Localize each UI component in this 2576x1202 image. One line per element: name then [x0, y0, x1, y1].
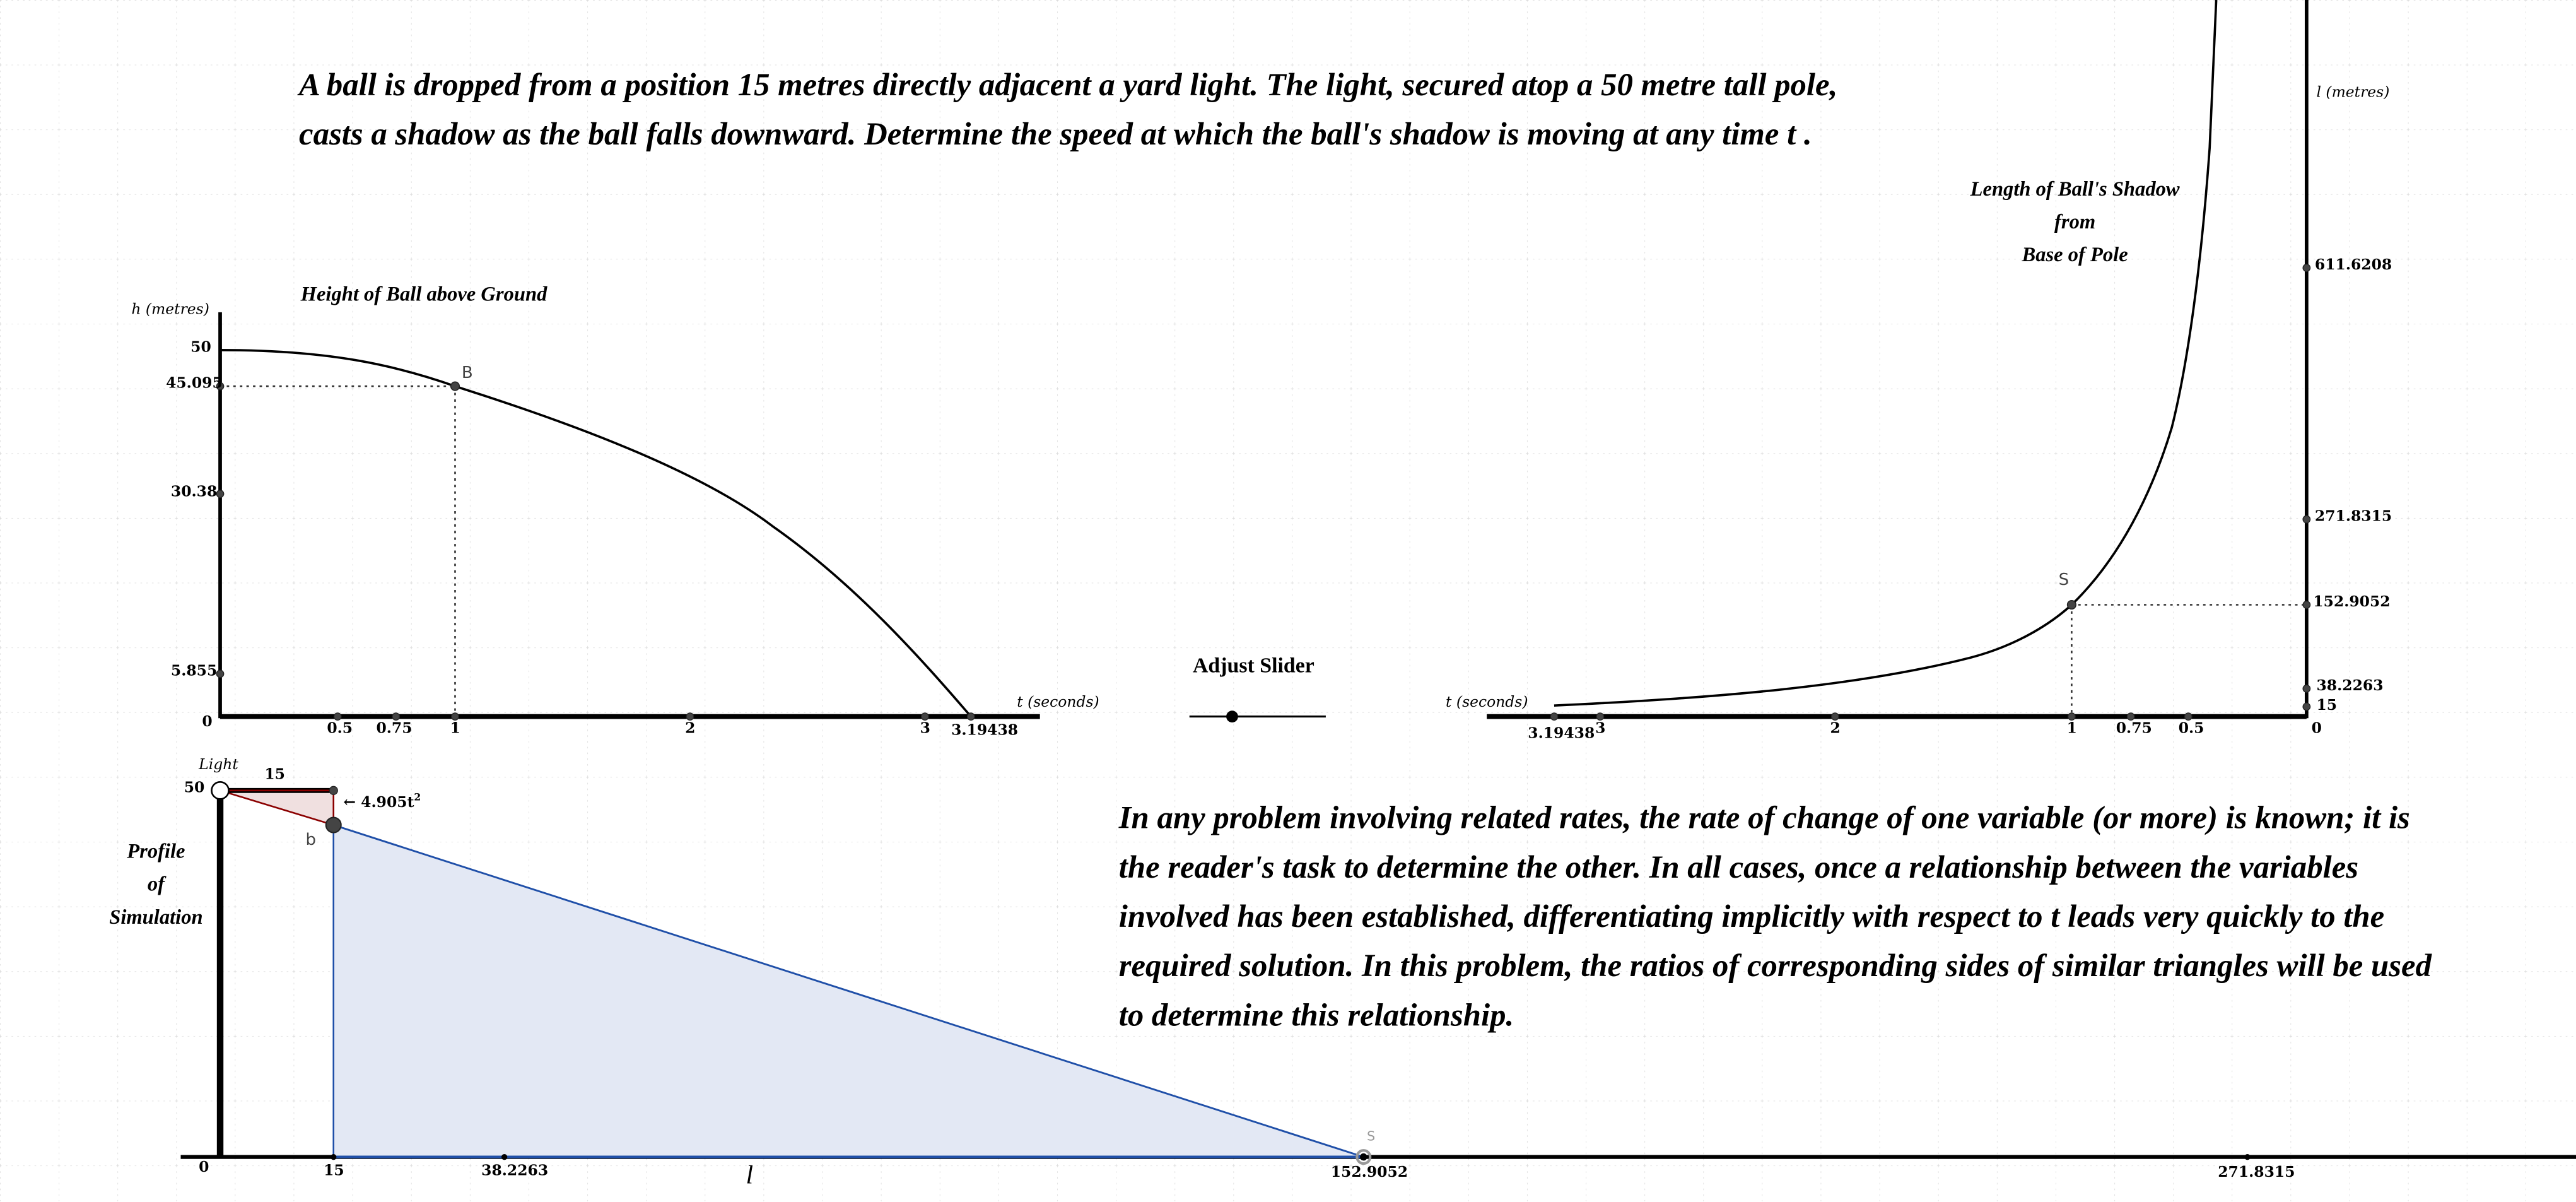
l-axis-label: l (metres) [2316, 85, 2390, 102]
arm-end-point [329, 786, 338, 795]
height-chart [216, 312, 1040, 721]
ball[interactable] [325, 816, 342, 834]
l-tick-15: 15 [2316, 698, 2338, 716]
l-tick-1529052: 152.9052 [2313, 594, 2391, 611]
simulation-diagram [180, 781, 2576, 1165]
shadow-point-ring [1355, 1149, 1372, 1165]
explanation-paragraph: In any problem involving related rates, … [1118, 802, 2432, 1034]
ground-length-label: l [746, 1162, 754, 1190]
sim-title-2: of [147, 873, 165, 896]
h-axis-label: h (metres) [131, 302, 209, 319]
rt-tick-0: 0 [2311, 721, 2322, 738]
point-b-label: B [461, 365, 473, 383]
intro-line-1: A ball is dropped from a position 15 met… [299, 69, 1838, 104]
ground-tick-1529052: 152.9052 [1330, 1165, 1408, 1182]
point-b[interactable] [450, 381, 460, 391]
ground-tick-2718315: 271.8315 [2218, 1165, 2295, 1182]
t-axis-label-left: t (seconds) [1017, 695, 1099, 712]
h-tick-0: 0 [202, 715, 213, 732]
light-ray-upper [220, 789, 334, 826]
h-tick-5855: 5.855 [170, 664, 218, 681]
rt-tick-3: 3 [1595, 721, 1606, 738]
point-s-graph-label: S [2058, 572, 2070, 591]
slider[interactable] [1189, 710, 1326, 722]
shadow-point-label: S [1367, 1129, 1376, 1144]
light-ray-lower [333, 824, 1364, 1158]
sim-title-3: Simulation [109, 905, 203, 929]
t-tick-3: 3 [920, 721, 930, 738]
ground-tick-0: 0 [199, 1160, 209, 1177]
offset-label: 15 [264, 767, 285, 784]
slider-label: Adjust Slider [1192, 652, 1314, 678]
rt-tick-319438: 3.19438 [1528, 726, 1595, 743]
shadow-curve [1554, 0, 2218, 707]
t-tick-05: 0.5 [327, 721, 353, 738]
shadow-chart-title-2: from [2054, 210, 2096, 233]
height-curve [220, 348, 972, 717]
t-axis-label-right: t (seconds) [1446, 695, 1528, 712]
pole-height-label: 50 [184, 781, 205, 798]
shadow-chart [1487, 0, 2311, 721]
sim-title-1: Profile [127, 839, 185, 863]
t-tick-1: 1 [450, 721, 460, 738]
ball-label: b [305, 831, 317, 850]
t-tick-319438: 3.19438 [951, 723, 1019, 740]
shadow-chart-title-1: Length of Ball's Shadow [1970, 177, 2180, 201]
intro-line-2: casts a shadow as the ball falls downwar… [299, 118, 1812, 153]
rt-tick-05: 0.5 [2178, 721, 2204, 738]
l-tick-382263: 38.2263 [2316, 678, 2384, 695]
t-tick-075: 0.75 [376, 721, 413, 738]
point-s-graph[interactable] [2066, 599, 2076, 610]
t-tick-2: 2 [685, 721, 696, 738]
shadow-chart-title-3: Base of Pole [2022, 243, 2128, 266]
rt-tick-2: 2 [1830, 721, 1841, 738]
drop-distance-text: ← 4.905t [343, 795, 414, 812]
h-tick-3038: 30.38 [170, 485, 218, 502]
l-tick-2718315: 271.8315 [2314, 509, 2392, 526]
l-tick-6116208: 611.6208 [2314, 257, 2392, 274]
h-tick-50: 50 [190, 340, 211, 357]
ground-tick-382263: 38.2263 [481, 1164, 549, 1181]
rt-tick-1: 1 [2066, 721, 2077, 738]
height-chart-title: Height of Ball above Ground [300, 282, 547, 306]
slider-handle[interactable] [1226, 710, 1238, 722]
light-label: Light [199, 757, 238, 774]
shadow-point[interactable] [1360, 1153, 1367, 1161]
drop-exponent: 2 [414, 792, 421, 804]
drop-distance-label: ← 4.905t2 [343, 792, 421, 812]
ground-tick-15: 15 [324, 1164, 344, 1181]
rt-tick-075: 0.75 [2116, 721, 2152, 738]
h-tick-45095: 45.095 [166, 376, 223, 393]
light-bulb [211, 781, 230, 800]
